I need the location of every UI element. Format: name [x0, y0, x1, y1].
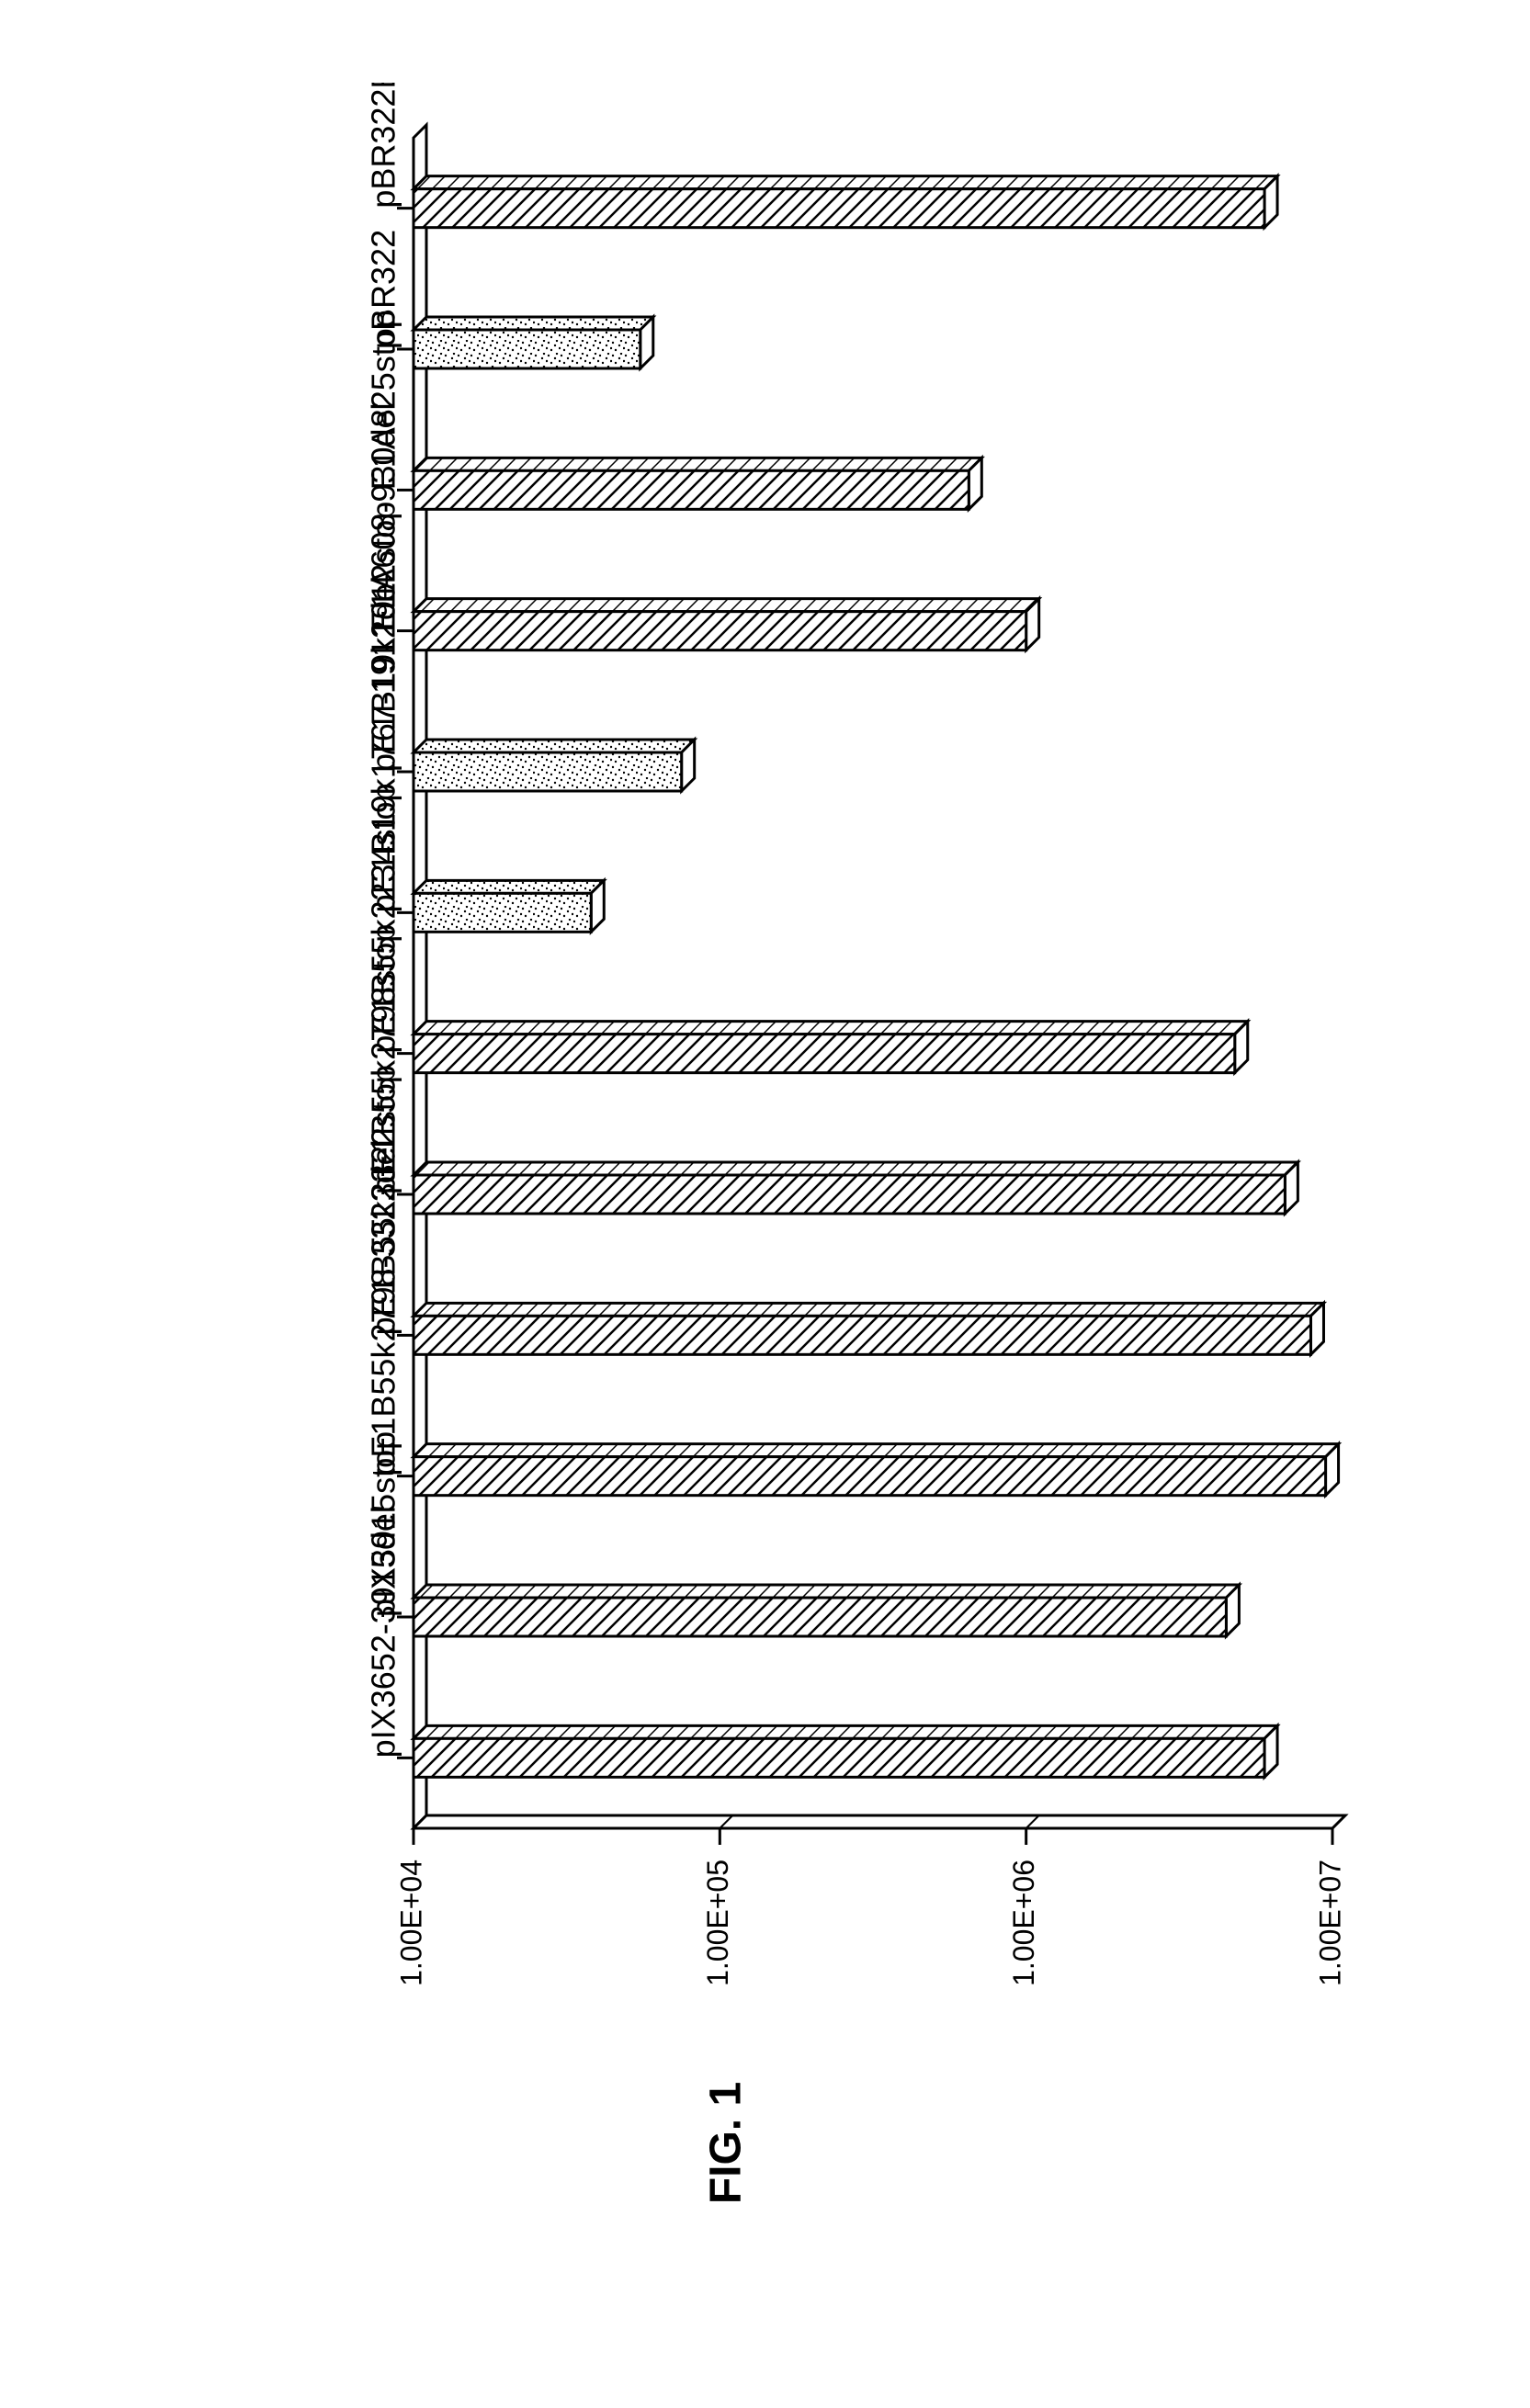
- category-label: pE1B55k2798-3322del: [365, 1139, 402, 1475]
- x-tick-label: 1.00E+05: [701, 1860, 734, 1986]
- bar: [414, 1444, 1339, 1496]
- bar: [414, 1585, 1239, 1636]
- bar: [414, 458, 981, 509]
- bar: [414, 880, 604, 932]
- figure-label: FIG. 1: [701, 2082, 752, 2204]
- bar: [414, 1162, 1298, 1214]
- bar: [414, 1303, 1323, 1354]
- bar: [414, 1022, 1248, 1073]
- x-tick-label: 1.00E+06: [1007, 1860, 1040, 1986]
- bar: [414, 740, 695, 791]
- bar: [414, 1725, 1277, 1777]
- figure-container: pBR322E1pBR322E1A825stopE1A608-930delpE1…: [37, 37, 1415, 2242]
- category-label: pIX3652-3915del: [365, 1506, 402, 1758]
- bar: [414, 317, 653, 368]
- bar: [414, 599, 1039, 650]
- x-tick-label: 1.00E+04: [394, 1860, 427, 1986]
- category-label: pBR322E1: [365, 83, 402, 209]
- x-tick-label: 1.00E+07: [1313, 1860, 1346, 1986]
- chart-svg: pBR322E1pBR322E1A825stopE1A608-930delpE1…: [83, 83, 1369, 2104]
- bar-chart: pBR322E1pBR322E1A825stopE1A608-930delpE1…: [83, 83, 1369, 2012]
- bar: [414, 176, 1277, 228]
